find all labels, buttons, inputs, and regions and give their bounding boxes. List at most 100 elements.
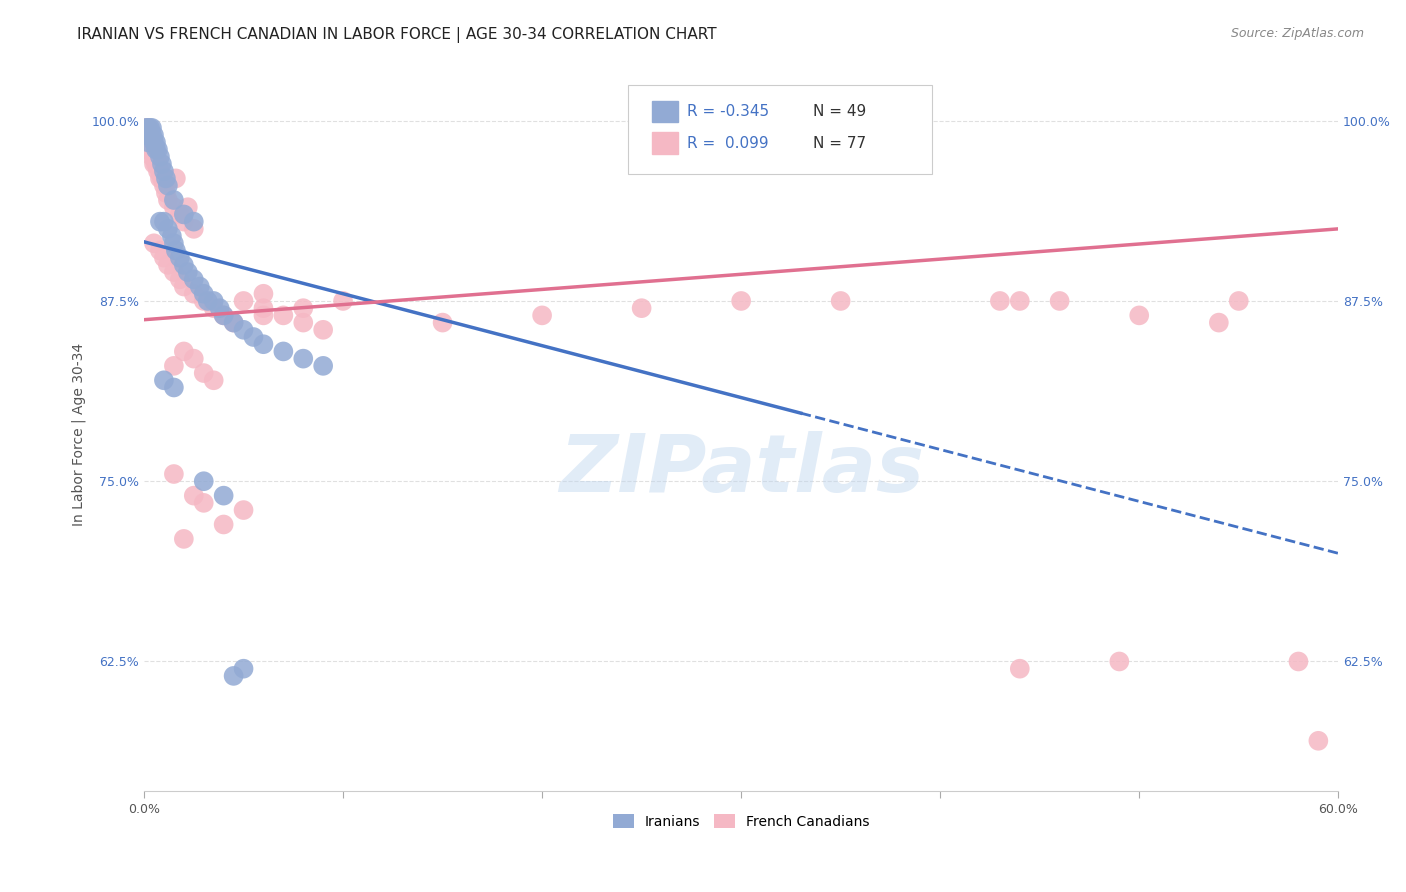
Point <box>312 323 335 337</box>
Point <box>149 244 172 258</box>
Point <box>630 301 652 315</box>
Point <box>212 517 235 532</box>
Point <box>156 258 179 272</box>
Point <box>165 244 187 258</box>
Point <box>432 316 454 330</box>
Point <box>193 366 215 380</box>
Point <box>149 214 172 228</box>
Point <box>136 143 159 157</box>
Point <box>139 120 162 135</box>
Point <box>188 279 211 293</box>
Point <box>156 222 179 236</box>
Point <box>139 128 162 142</box>
Point <box>273 344 295 359</box>
Point <box>212 309 235 323</box>
FancyBboxPatch shape <box>627 85 932 174</box>
Point <box>146 164 169 178</box>
Point <box>222 316 245 330</box>
Point <box>141 136 163 150</box>
Point <box>208 301 231 315</box>
Point <box>136 120 159 135</box>
Point <box>252 337 274 351</box>
Point <box>163 359 186 373</box>
Point <box>988 293 1011 308</box>
Point <box>153 373 176 387</box>
Point <box>202 293 225 308</box>
Point <box>153 214 176 228</box>
Point <box>135 128 157 142</box>
Point <box>156 193 179 207</box>
Point <box>212 489 235 503</box>
Point <box>141 120 163 135</box>
Point <box>153 164 176 178</box>
Point <box>139 136 162 150</box>
Point <box>177 265 200 279</box>
Point <box>292 301 315 315</box>
Point <box>202 373 225 387</box>
Point <box>183 272 205 286</box>
Point <box>193 286 215 301</box>
Point <box>149 150 172 164</box>
Point <box>141 150 163 164</box>
Point <box>232 323 254 337</box>
Point <box>135 136 157 150</box>
Point <box>1049 293 1071 308</box>
Point <box>163 236 186 251</box>
Point <box>173 214 195 228</box>
Point <box>193 293 215 308</box>
Point <box>292 316 315 330</box>
Point <box>149 164 172 178</box>
Point <box>150 171 173 186</box>
Point <box>183 286 205 301</box>
Point <box>139 143 162 157</box>
Point <box>149 171 172 186</box>
Text: Source: ZipAtlas.com: Source: ZipAtlas.com <box>1230 27 1364 40</box>
Point <box>146 157 169 171</box>
Point <box>1128 309 1150 323</box>
Point <box>830 293 852 308</box>
Point <box>156 178 179 193</box>
Point <box>1288 655 1310 669</box>
Point <box>332 293 354 308</box>
Point <box>232 503 254 517</box>
Point <box>143 143 166 157</box>
Point <box>1227 293 1250 308</box>
Point <box>197 293 219 308</box>
Point <box>145 136 167 150</box>
Point <box>1308 733 1330 747</box>
Text: ZIPatlas: ZIPatlas <box>558 431 924 509</box>
Point <box>141 128 163 142</box>
Point <box>242 330 264 344</box>
Point <box>183 351 205 366</box>
Text: R =  0.099: R = 0.099 <box>688 136 769 151</box>
Point <box>730 293 752 308</box>
Point <box>153 178 176 193</box>
Legend: Iranians, French Canadians: Iranians, French Canadians <box>607 808 875 834</box>
Point <box>183 214 205 228</box>
Point <box>173 344 195 359</box>
Point <box>135 128 157 142</box>
Point <box>1108 655 1130 669</box>
Point <box>163 265 186 279</box>
Point <box>163 193 186 207</box>
Point <box>1208 316 1230 330</box>
Point <box>312 359 335 373</box>
Point <box>136 120 159 135</box>
Point <box>143 128 166 142</box>
Point <box>177 200 200 214</box>
Point <box>143 150 166 164</box>
Point <box>1008 662 1031 676</box>
Point <box>232 662 254 676</box>
Point <box>155 171 177 186</box>
Point <box>163 380 186 394</box>
Point <box>160 229 183 244</box>
Point <box>292 351 315 366</box>
Point <box>136 128 159 142</box>
Text: N = 77: N = 77 <box>813 136 866 151</box>
Text: R = -0.345: R = -0.345 <box>688 104 769 120</box>
Point <box>143 236 166 251</box>
Point <box>145 150 167 164</box>
Point <box>173 207 195 221</box>
Point <box>136 136 159 150</box>
Point <box>169 207 191 221</box>
